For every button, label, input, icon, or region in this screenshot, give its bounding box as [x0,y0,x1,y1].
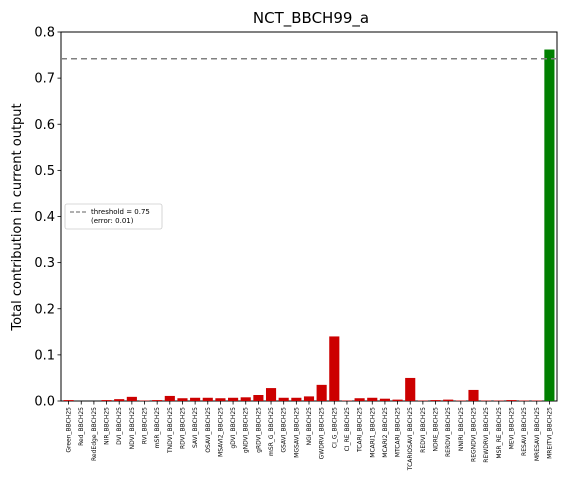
x-tick-label: gNDVI_BBCH25 [243,407,250,453]
x-tick-label: MEVI_BBCH25 [508,407,515,449]
y-tick-label: 0.8 [34,26,55,41]
x-tick-label: MREITVI_BBCH25 [546,407,553,459]
x-tick-label: REDVI_BBCH25 [420,407,427,453]
x-tick-label: RERDVI_BBCH25 [445,407,452,457]
x-tick-label: mSR_BBCH25 [154,407,161,448]
x-tick-label: MSR_RE_BBCH25 [496,407,503,459]
x-tick-label: MCARI2_BBCH25 [382,407,389,458]
bar-regndvi-bbch25 [468,389,479,401]
bar-mtcari-bbch25 [392,399,403,401]
x-tick-label: NGI_BBCH25 [306,407,313,446]
bar-ngi-bbch25 [303,396,315,401]
x-tick-label: MCARI1_BBCH25 [369,407,376,458]
bars [63,49,555,401]
bar-msr-bbch25 [152,400,163,401]
bar-gndvi-bbch25 [240,397,251,401]
x-tick-label: RedEdge_BBCH25 [91,407,98,461]
x-tick-label: Green_BBCH25 [66,407,73,453]
x-tick-label: GWDRVI_BBCH25 [319,407,326,460]
x-tick-label: gDVI_BBCH25 [230,407,237,449]
y-tick-label: 0.3 [34,256,55,271]
x-tick-label: gRDVI_BBCH25 [255,407,262,453]
y-axis: 0.0 0.1 0.2 0.3 0.4 0.5 0.6 0.7 0.8 [34,26,61,410]
bar-rerdvi-bbch25 [443,399,454,401]
x-tick-label: RESAVI_BBCH25 [521,407,528,456]
bar-gdvi-bbch25 [228,397,239,401]
bar-mgsavi-bbch25 [291,397,302,401]
x-tick-label: MRESAVI_BBCH25 [534,407,541,461]
bar-tcari-bbch25 [354,398,365,401]
x-tick-label: CI_G_BBCH25 [331,407,338,448]
x-tick-label: RVI_BBCH25 [142,407,149,444]
bar-grdvi-bbch25 [253,395,264,401]
bar-mevi-bbch25 [506,400,517,401]
x-tick-label: SAVI_BBCH25 [192,407,199,448]
x-tick-label: TNDVI_BBCH25 [167,407,174,454]
bar-msr-g-bbch25 [265,388,277,401]
legend-box [64,203,163,230]
bar-ndvi-bbch25 [126,396,137,401]
x-tick-label: NDRE_BBCH25 [433,407,440,452]
bar-rdvi-bbch25 [177,398,188,401]
x-tick-label: CI_RE_BBCH25 [344,407,351,452]
x-tick-label: REGNDVI_BBCH25 [470,407,477,462]
bar-osavi-bbch25 [202,397,213,401]
x-tick-label: MGSAVI_BBCH25 [293,407,300,458]
bar-gsavi-bbch25 [278,397,289,401]
bar-tcariosavi-bbch25 [405,377,416,401]
bar-dvi-bbch25 [114,399,125,401]
y-tick-label: 0.2 [34,302,55,317]
x-tick-label: NIR_BBCH25 [104,407,111,445]
x-tick-label: Red_BBCH25 [78,407,85,446]
x-tick-label: NNIRI_BBCH25 [458,407,465,451]
legend-entry-error: (error: 0.01) [91,217,134,225]
y-tick-label: 0.1 [34,348,55,363]
x-tick-label: mSR_G_BBCH25 [268,407,275,456]
legend-entry-threshold: threshold = 0.75 [91,208,150,216]
bar-mcari2-bbch25 [379,398,390,401]
bar-ndre-bbch25 [430,400,441,401]
x-axis: Green_BBCH25 Red_BBCH25 RedEdge_BBCH25 NIR_… [66,401,553,471]
bar-nir-bbch25 [101,400,112,401]
bar-msavi2-bbch25 [215,398,226,401]
x-tick-label: REWDRVI_BBCH25 [483,407,490,463]
bar-mreitvi-bbch25 [544,49,555,401]
plot-area: 0.0 0.1 0.2 0.3 0.4 0.5 0.6 0.7 0.8 Green_BBCH25… [34,26,558,471]
x-tick-label: DVI_BBCH25 [116,407,123,445]
x-tick-label: GSAVI_BBCH25 [281,407,288,453]
bar-savi-bbch25 [190,397,201,401]
bar-tndvi-bbch25 [164,395,175,401]
x-tick-label: RDVI_BBCH25 [179,407,186,449]
x-tick-label: MTCARI_BBCH25 [395,407,402,457]
bar-mcari1-bbch25 [367,397,378,401]
y-tick-label: 0.5 [34,164,55,179]
y-tick-label: 0.6 [34,118,55,133]
bar-green-bbch25 [63,400,74,401]
x-tick-label: MSAVI2_BBCH25 [217,407,224,457]
x-tick-label: OSAVI_BBCH25 [205,407,212,453]
bar-gwdrvi-bbch25 [316,384,327,401]
x-tick-label: TCARI_BBCH25 [357,407,364,453]
y-tick-label: 0.7 [34,72,55,87]
x-tick-label: TCARIOSAVI_BBCH25 [407,407,414,471]
y-tick-label: 0.4 [34,210,55,225]
y-axis-label: Total contribution in current output [10,103,25,331]
chart-title: NCT_BBCH99_a [253,9,369,28]
bar-ci-g-bbch25 [329,336,340,401]
legend: threshold = 0.75 (error: 0.01) [64,203,163,230]
y-tick-label: 0.0 [34,395,55,410]
x-tick-label: NDVI_BBCH25 [129,407,136,450]
